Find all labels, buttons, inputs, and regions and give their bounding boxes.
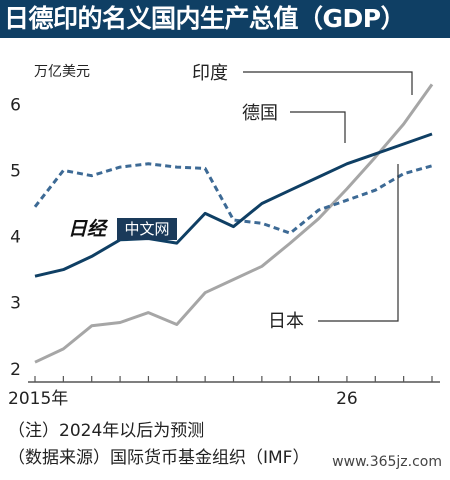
series-label-germany: 德国 [242, 103, 278, 124]
series-line-japan [33, 162, 433, 235]
series-label-india: 印度 [192, 63, 228, 84]
series-line-germany [34, 132, 433, 278]
y-tick-label: 3 [10, 294, 21, 314]
watermark-site-url: www.365jz.com [330, 454, 444, 470]
nikkei-badge [117, 218, 177, 240]
y-tick-label: 5 [10, 161, 21, 181]
series-label-japan: 日本 [268, 311, 304, 332]
series-line-india [34, 83, 434, 364]
leader-line-germany [290, 111, 346, 143]
unit-label: 万亿美元 [34, 64, 90, 80]
leader-line-japan [318, 164, 399, 322]
nikkei-badge-text: 中文网 [124, 220, 169, 238]
x-tick-label: 26 [336, 389, 358, 409]
source-note: （数据来源）国际货币基金组织（IMF） [8, 448, 310, 468]
y-tick-label: 4 [10, 228, 21, 248]
y-tick-label: 6 [10, 95, 21, 115]
forecast-note: （注）2024年以后为预测 [8, 421, 205, 441]
nikkei-logo: 日经 [68, 218, 109, 240]
nikkei-watermark: 日经 中文网 [68, 218, 177, 240]
y-tick-label: 2 [10, 360, 21, 380]
y-axis-labels: 2 3 4 5 6 [10, 95, 21, 379]
x-tick-label: 2015年 [8, 389, 68, 409]
series-layer [33, 83, 434, 364]
leader-line-india [243, 71, 413, 95]
x-axis: 2015年 26 [8, 376, 440, 409]
chart-title: 日德印的名义国内生产总值（GDP） [0, 0, 450, 38]
chart-notes: （注）2024年以后为预测 （数据来源）国际货币基金组织（IMF） [8, 418, 309, 472]
